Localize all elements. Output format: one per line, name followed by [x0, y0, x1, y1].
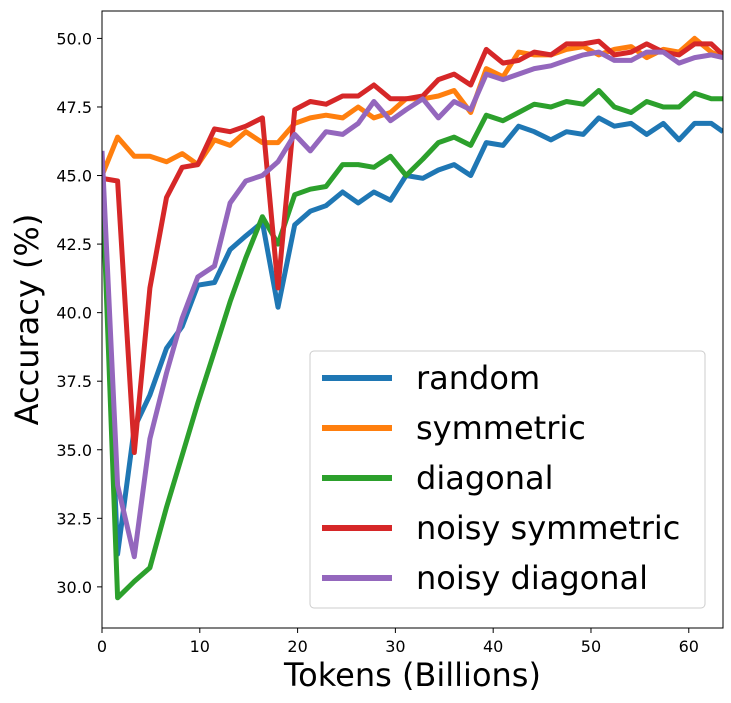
y-axis-ticks: 30.0 32.5 35.0 37.5 40.0 42.5 45.0 47.5 50.0: [56, 29, 102, 597]
legend-label-random: random: [416, 359, 540, 397]
x-tick-label: 10: [190, 637, 210, 656]
y-tick-label: 40.0: [56, 304, 92, 323]
legend-label-symmetric: symmetric: [416, 409, 586, 447]
y-tick-label: 45.0: [56, 167, 92, 186]
series-line-noisy-diagonal: [102, 49, 723, 560]
y-tick-label: 35.0: [56, 441, 92, 460]
legend-label-noisy-symmetric: noisy symmetric: [416, 509, 680, 547]
series-line-diagonal: [102, 88, 723, 601]
x-tick-label: 30: [385, 637, 405, 656]
x-tick-label: 0: [97, 637, 107, 656]
legend-label-noisy-diagonal: noisy diagonal: [416, 559, 648, 597]
y-tick-label: 42.5: [56, 235, 92, 254]
y-tick-label: 47.5: [56, 98, 92, 117]
series-layer: [102, 35, 723, 601]
y-tick-label: 30.0: [56, 578, 92, 597]
series-line-random: [102, 115, 723, 557]
plot-frame: [101, 10, 724, 629]
legend: random symmetric diagonal noisy symmetri…: [309, 350, 706, 609]
legend-box: [309, 350, 706, 609]
x-tick-label: 50: [581, 637, 601, 656]
x-tick-label: 60: [679, 637, 699, 656]
x-tick-label: 20: [287, 637, 307, 656]
series-line-noisy-symmetric: [102, 38, 723, 455]
y-tick-label: 37.5: [56, 372, 92, 391]
y-tick-label: 50.0: [56, 29, 92, 48]
x-axis-label: Tokens (Billions): [283, 656, 541, 694]
y-axis-label: Accuracy (%): [8, 214, 46, 426]
x-axis-ticks: 0 10 20 30 40 50 60: [97, 628, 699, 656]
legend-label-diagonal: diagonal: [416, 459, 553, 497]
y-tick-label: 32.5: [56, 509, 92, 528]
x-tick-label: 40: [483, 637, 503, 656]
